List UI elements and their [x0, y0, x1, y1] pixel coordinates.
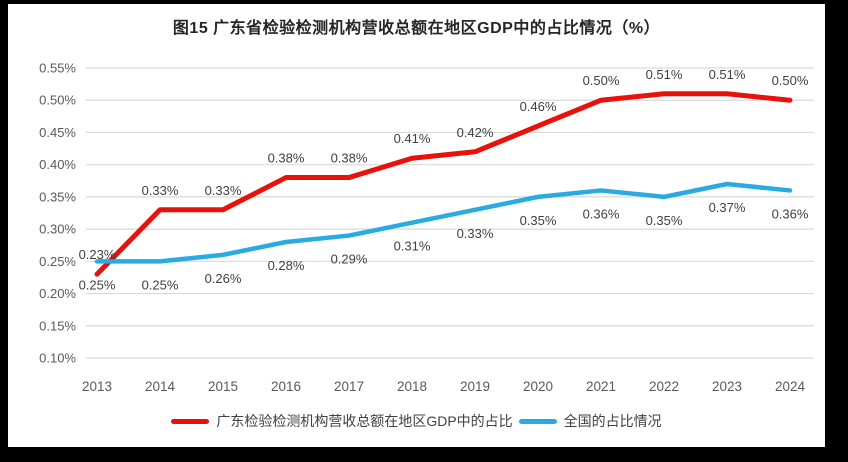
legend-line-marker-blue [518, 418, 557, 424]
data-label-national: 0.35% [646, 213, 683, 228]
y-tick-label: 0.35% [39, 189, 76, 204]
data-label-guangdong: 0.50% [583, 73, 620, 88]
legend-line-marker-red [171, 418, 210, 424]
chart-container: 图15 广东省检验检测机构营收总额在地区GDP中的占比情况（%） 0.55% 0.… [8, 4, 825, 447]
legend: 广东检验检测机构营收总额在地区GDP中的占比 全国的占比情况 [8, 411, 825, 431]
y-tick-label: 0.55% [39, 61, 76, 76]
legend-label-guangdong: 广东检验检测机构营收总额在地区GDP中的占比 [216, 413, 513, 429]
data-label-national: 0.37% [709, 200, 746, 215]
x-tick-label: 2015 [208, 379, 238, 394]
x-tick-label: 2019 [460, 379, 490, 394]
data-label-national: 0.29% [331, 252, 368, 267]
x-tick-label: 2022 [649, 379, 679, 394]
legend-item-national: 全国的占比情况 [518, 411, 662, 431]
x-tick-label: 2017 [334, 379, 364, 394]
x-tick-label: 2013 [82, 379, 112, 394]
data-label-national: 0.26% [205, 271, 242, 286]
data-label-guangdong: 0.41% [394, 131, 431, 146]
y-tick-label: 0.20% [39, 286, 76, 301]
x-tick-label: 2023 [712, 379, 742, 394]
data-label-national: 0.25% [79, 277, 116, 292]
data-label-guangdong: 0.38% [268, 151, 305, 166]
x-tick-label: 2024 [775, 379, 806, 394]
data-label-national: 0.33% [457, 226, 494, 241]
data-label-national: 0.31% [394, 239, 431, 254]
data-label-guangdong: 0.50% [772, 73, 809, 88]
data-label-guangdong: 0.51% [709, 67, 746, 82]
series-line-guangdong [94, 91, 793, 277]
chart-title: 图15 广东省检验检测机构营收总额在地区GDP中的占比情况（%） [172, 20, 661, 37]
data-label-guangdong: 0.42% [457, 125, 494, 140]
data-label-national: 0.25% [142, 277, 179, 292]
data-label-national: 0.36% [772, 206, 809, 221]
data-label-national: 0.35% [520, 213, 557, 228]
y-tick-label: 0.50% [39, 93, 76, 108]
legend-label-national: 全国的占比情况 [563, 413, 662, 429]
y-tick-label: 0.30% [39, 222, 76, 237]
data-label-national: 0.36% [583, 206, 620, 221]
y-tick-label: 0.25% [39, 254, 76, 269]
x-tick-label: 2021 [586, 379, 616, 394]
x-tick-label: 2014 [145, 379, 176, 394]
data-label-national: 0.28% [268, 258, 305, 273]
y-tick-label: 0.45% [39, 125, 76, 140]
y-tick-label: 0.15% [39, 318, 76, 333]
y-tick-label: 0.10% [39, 351, 76, 366]
data-label-guangdong: 0.51% [646, 67, 683, 82]
data-label-guangdong: 0.38% [331, 151, 368, 166]
data-label-guangdong: 0.23% [79, 247, 116, 262]
data-label-guangdong: 0.46% [520, 99, 557, 114]
x-tick-label: 2020 [523, 379, 553, 394]
x-tick-label: 2016 [271, 379, 301, 394]
data-label-guangdong: 0.33% [205, 183, 242, 198]
y-tick-label: 0.40% [39, 157, 76, 172]
legend-item-guangdong: 广东检验检测机构营收总额在地区GDP中的占比 [171, 411, 513, 431]
line-chart: 0.55%0.50%0.45%0.40%0.35%0.30%0.25%0.20%… [39, 61, 814, 394]
series-line-national [94, 181, 793, 264]
data-label-guangdong: 0.33% [142, 183, 179, 198]
x-tick-label: 2018 [397, 379, 427, 394]
